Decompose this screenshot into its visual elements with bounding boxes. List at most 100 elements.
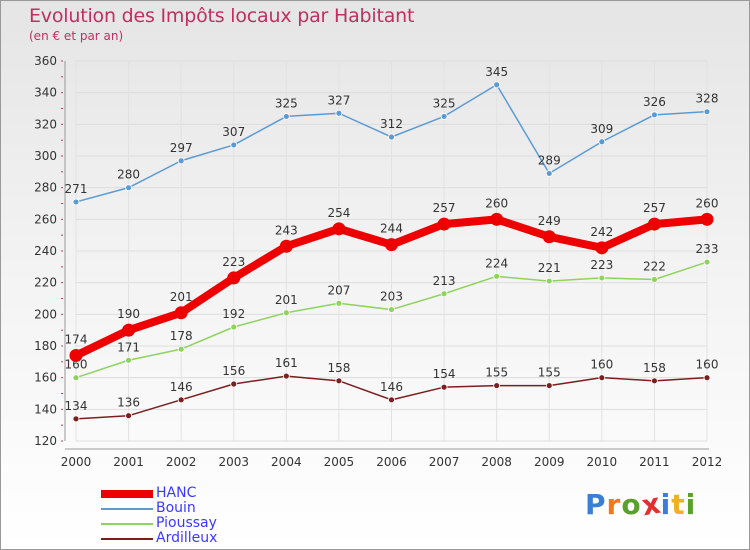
data-label-bouin: 326 [643, 95, 666, 109]
data-point-hanc [332, 222, 346, 236]
data-point-hanc [700, 212, 714, 226]
x-tick-label: 2002 [166, 455, 197, 469]
data-point-hanc [437, 217, 451, 231]
data-label-ardilleux: 136 [117, 396, 140, 410]
data-point-hanc [542, 230, 556, 244]
legend-swatch [101, 538, 153, 540]
data-point-ardilleux [72, 415, 80, 423]
data-point-hanc [174, 306, 188, 320]
data-point-bouin [440, 113, 448, 120]
x-tick-label: 2009 [534, 455, 565, 469]
logo-letter: P [585, 488, 607, 521]
data-point-pioussay [440, 290, 448, 298]
legend-swatch [101, 508, 153, 510]
data-point-pioussay [282, 309, 290, 317]
data-point-pioussay [703, 258, 711, 266]
data-label-bouin: 297 [170, 141, 193, 155]
data-point-pioussay [177, 345, 185, 353]
data-label-hanc: 174 [65, 333, 88, 347]
data-label-pioussay: 178 [170, 329, 193, 343]
data-label-ardilleux: 158 [643, 361, 666, 375]
data-label-ardilleux: 134 [65, 399, 88, 413]
logo-letter: i [685, 488, 697, 521]
data-label-ardilleux: 146 [380, 380, 403, 394]
data-point-ardilleux [703, 374, 711, 382]
x-tick-label: 2011 [639, 455, 670, 469]
data-label-pioussay: 192 [222, 307, 245, 321]
data-point-hanc [279, 239, 293, 253]
x-tick-label: 2001 [113, 455, 144, 469]
data-point-bouin [125, 184, 132, 192]
data-label-pioussay: 213 [433, 274, 456, 288]
data-label-hanc: 260 [696, 196, 719, 210]
data-point-bouin [598, 138, 606, 146]
data-label-pioussay: 223 [590, 258, 613, 272]
data-label-ardilleux: 160 [590, 358, 613, 372]
data-label-hanc: 254 [327, 206, 350, 220]
proxiti-logo: Proxiti [585, 487, 697, 523]
legend-label: HANC [156, 485, 197, 501]
data-point-pioussay [72, 374, 80, 382]
data-point-ardilleux [440, 383, 448, 391]
data-point-ardilleux [651, 377, 658, 385]
chart-title: Evolution des Impôts locaux par Habitant [29, 5, 415, 27]
chart-subtitle: (en € et par an) [29, 29, 124, 43]
data-label-pioussay: 201 [275, 293, 298, 307]
y-tick-label: 120 [34, 434, 57, 448]
data-label-ardilleux: 160 [696, 358, 719, 372]
data-label-ardilleux: 161 [275, 356, 298, 370]
data-point-bouin [493, 81, 501, 89]
data-point-bouin [177, 157, 185, 165]
legend-label: Bouin [156, 500, 196, 516]
data-point-bouin [230, 141, 238, 149]
data-point-pioussay [598, 274, 606, 282]
logo-letter: r [606, 488, 622, 521]
data-label-bouin: 328 [696, 92, 719, 106]
data-point-hanc [385, 238, 398, 252]
legend-item-hanc: HANC [101, 485, 301, 501]
data-label-pioussay: 203 [380, 290, 403, 304]
data-point-ardilleux [125, 412, 132, 420]
data-point-hanc [69, 349, 83, 362]
legend-swatch [101, 523, 153, 525]
data-label-ardilleux: 155 [485, 366, 508, 380]
x-tick-label: 2006 [376, 455, 407, 469]
y-tick-label: 280 [34, 181, 57, 195]
legend-item-pioussay: Pioussay [101, 515, 301, 531]
x-tick-label: 2008 [481, 455, 512, 469]
data-point-hanc [595, 241, 609, 255]
data-point-bouin [651, 111, 658, 119]
data-label-hanc: 249 [538, 214, 561, 228]
data-point-ardilleux [177, 396, 185, 404]
data-label-ardilleux: 154 [433, 367, 456, 381]
data-point-bouin [545, 170, 553, 177]
data-label-hanc: 242 [590, 225, 613, 239]
data-label-bouin: 289 [538, 153, 561, 167]
data-point-hanc [490, 212, 504, 226]
legend-item-bouin: Bouin [101, 500, 301, 516]
data-label-pioussay: 222 [643, 260, 666, 274]
x-tick-label: 2007 [429, 455, 460, 469]
data-point-bouin [703, 108, 711, 116]
y-tick-label: 340 [34, 86, 57, 100]
data-point-ardilleux [335, 377, 343, 385]
data-label-hanc: 257 [433, 201, 456, 215]
y-tick-label: 180 [34, 339, 57, 353]
y-tick-label: 360 [34, 54, 57, 68]
y-tick-label: 220 [34, 276, 57, 290]
logo-letter: o [621, 488, 642, 521]
x-tick-label: 2012 [692, 455, 723, 469]
data-label-ardilleux: 156 [222, 364, 245, 378]
y-tick-label: 300 [34, 149, 57, 163]
data-label-ardilleux: 158 [327, 361, 350, 375]
data-label-pioussay: 224 [485, 256, 508, 270]
data-point-ardilleux [282, 372, 290, 380]
data-label-hanc: 201 [170, 290, 193, 304]
data-label-bouin: 280 [117, 168, 140, 182]
data-point-bouin [72, 198, 80, 206]
data-label-pioussay: 160 [65, 358, 88, 372]
data-point-bouin [282, 113, 290, 120]
x-tick-label: 2005 [324, 455, 355, 469]
data-label-bouin: 327 [327, 93, 350, 107]
